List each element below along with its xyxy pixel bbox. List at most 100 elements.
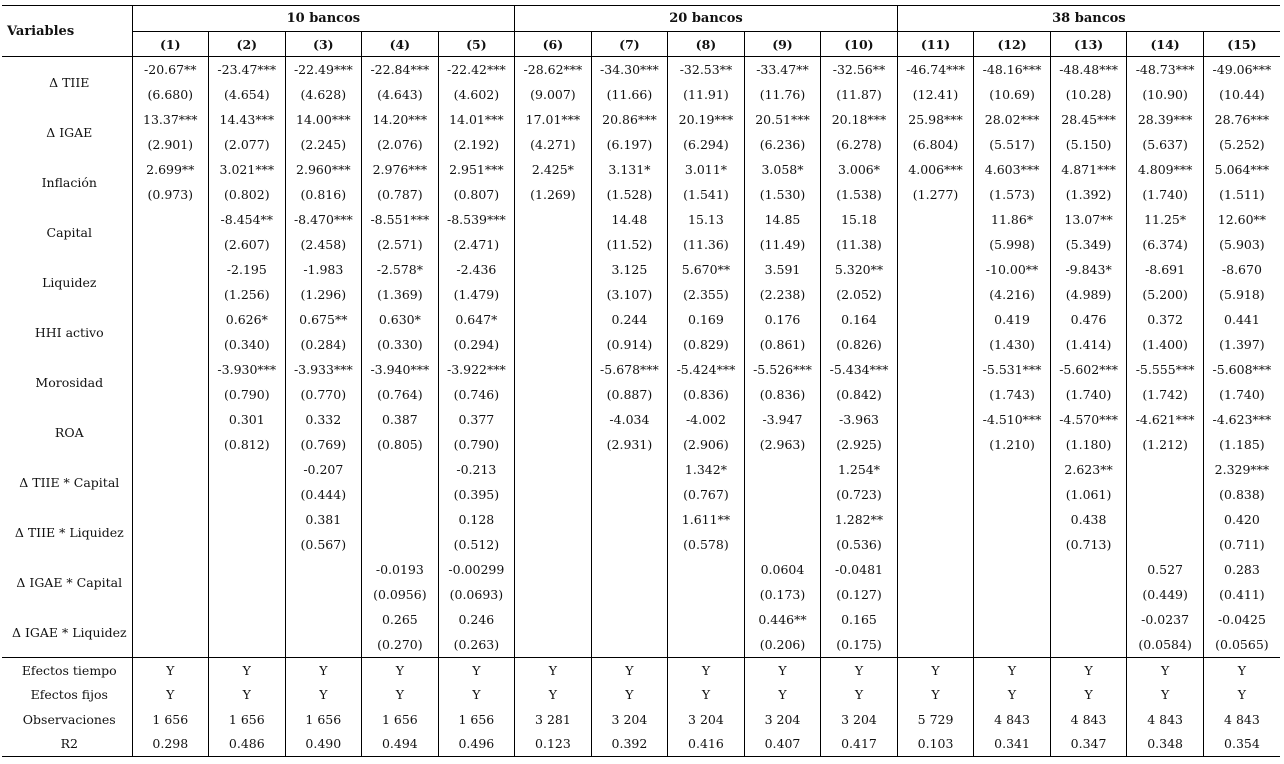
coefficient-cell: 0.675** <box>284 307 362 332</box>
coefficient-cell: -2.578* <box>361 257 439 282</box>
standard-error-cell: (0.826) <box>820 332 898 357</box>
coefficient-cell <box>514 607 592 632</box>
column-number-header: (13) <box>1049 31 1127 57</box>
coefficient-cell: -8.691 <box>1126 257 1204 282</box>
coefficient-cell: 3.131* <box>590 157 668 182</box>
coefficient-cell <box>361 457 439 482</box>
standard-error-cell: (1.061) <box>1049 482 1127 507</box>
standard-error-cell <box>514 532 592 557</box>
statistic-cell: 1 656 <box>208 707 286 732</box>
statistic-cell: Y <box>284 682 362 707</box>
coefficient-cell <box>896 457 974 482</box>
standard-error-cell: (1.369) <box>361 282 439 307</box>
coefficient-cell <box>514 307 592 332</box>
coefficient-cell: 0.164 <box>820 307 898 332</box>
standard-error-cell: (0.512) <box>437 532 515 557</box>
standard-error-cell: (1.740) <box>1202 382 1280 407</box>
coefficient-cell <box>896 557 974 582</box>
coefficient-cell: -46.74*** <box>896 56 974 82</box>
statistic-cell: Y <box>361 657 439 683</box>
standard-error-cell <box>284 632 362 658</box>
coefficient-cell: 20.51*** <box>743 107 821 132</box>
coefficient-cell: -0.213 <box>437 457 515 482</box>
standard-error-cell <box>514 232 592 257</box>
coefficient-cell: -8.670 <box>1202 257 1280 282</box>
coefficient-cell: 0.387 <box>361 407 439 432</box>
coefficient-cell <box>590 457 668 482</box>
standard-error-cell: (1.479) <box>437 282 515 307</box>
coefficient-row: Δ IGAE * Capital -0.0193 -0.00299 0.0604 -0.… <box>2 557 1280 590</box>
coefficient-cell <box>131 207 209 232</box>
coefficient-cell: -4.570*** <box>1049 407 1127 432</box>
coefficient-cell: 3.011* <box>667 157 745 182</box>
coefficient-cell: 13.37*** <box>131 107 209 132</box>
standard-error-cell: (1.538) <box>820 182 898 207</box>
coefficient-cell: 11.86* <box>973 207 1051 232</box>
coefficient-row: Δ TIIE -20.67** -23.47*** -22.49*** -22.84**… <box>2 56 1280 90</box>
column-number-header: (10) <box>820 31 898 57</box>
standard-error-cell: (1.573) <box>973 182 1051 207</box>
coefficient-cell: -8.470*** <box>284 207 362 232</box>
standard-error-cell <box>1126 532 1204 557</box>
standard-error-cell: (6.294) <box>667 132 745 157</box>
variable-name: Capital <box>46 224 93 240</box>
coefficient-cell: -3.947 <box>743 407 821 432</box>
standard-error-cell: (2.571) <box>361 232 439 257</box>
standard-error-cell: (0.764) <box>361 382 439 407</box>
standard-error-cell: (1.397) <box>1202 332 1280 357</box>
standard-error-cell: (0.536) <box>820 532 898 557</box>
coefficient-cell <box>743 457 821 482</box>
coefficient-cell <box>896 257 974 282</box>
standard-error-row: (0.270) (0.263) (0.206) (0.175) (0.0584) (0.0… <box>2 632 1280 658</box>
statistic-cell: Y <box>1202 682 1280 707</box>
variable-name: Δ IGAE * Capital <box>16 574 123 590</box>
coefficient-cell: 15.13 <box>667 207 745 232</box>
statistic-cell: Y <box>1049 682 1127 707</box>
statistic-cell: 4 843 <box>1126 707 1204 732</box>
variable-name: Δ TIIE <box>49 74 90 90</box>
standard-error-cell: (2.931) <box>590 432 668 457</box>
standard-error-cell <box>284 582 362 607</box>
standard-error-cell: (2.238) <box>743 282 821 307</box>
coefficient-cell <box>896 607 974 632</box>
column-number-header: (3) <box>284 31 362 57</box>
coefficient-cell <box>896 357 974 382</box>
statistic-cell: Y <box>743 657 821 683</box>
statistic-cell: Y <box>361 682 439 707</box>
statistic-cell: Y <box>131 657 209 683</box>
coefficient-cell: 0.527 <box>1126 557 1204 582</box>
coefficient-row: Capital -8.454** -8.470*** -8.551*** -8.539*… <box>2 207 1280 240</box>
variable-name: ROA <box>54 424 84 440</box>
statistic-cell: Y <box>973 657 1051 683</box>
standard-error-cell: (0.723) <box>820 482 898 507</box>
coefficient-cell: -48.48*** <box>1049 56 1127 82</box>
coefficient-cell: 14.01*** <box>437 107 515 132</box>
coefficient-cell: 1.611** <box>667 507 745 532</box>
coefficient-cell <box>208 457 286 482</box>
standard-error-cell: (5.252) <box>1202 132 1280 157</box>
coefficient-cell: 0.438 <box>1049 507 1127 532</box>
statistic-cell: Y <box>590 682 668 707</box>
coefficient-cell: 0.441 <box>1202 307 1280 332</box>
statistic-cell: 0.407 <box>743 731 821 757</box>
coefficient-cell <box>284 557 362 582</box>
coefficient-cell <box>131 357 209 382</box>
standard-error-cell: (0.790) <box>208 382 286 407</box>
standard-error-cell <box>131 482 209 507</box>
statistic-cell: 5 729 <box>896 707 974 732</box>
standard-error-cell: (1.277) <box>896 182 974 207</box>
standard-error-cell: (6.197) <box>590 132 668 157</box>
coefficient-cell: 20.19*** <box>667 107 745 132</box>
regression-table: Variables 10 bancos 20 bancos 38 bancos … <box>2 5 1280 757</box>
coefficient-cell: 0.165 <box>820 607 898 632</box>
standard-error-row: (0.0956) (0.0693) (0.173) (0.127) (0.449) (0.… <box>2 582 1280 607</box>
coefficient-cell: 3.021*** <box>208 157 286 182</box>
coefficient-cell: -28.62*** <box>514 56 592 82</box>
coefficient-cell: 0.169 <box>667 307 745 332</box>
column-number-header: (4) <box>361 31 439 57</box>
standard-error-cell: (0.0565) <box>1202 632 1280 658</box>
standard-error-cell: (5.349) <box>1049 232 1127 257</box>
coefficient-cell: 14.00*** <box>284 107 362 132</box>
coefficient-cell: 0.377 <box>437 407 515 432</box>
coefficient-cell: 2.329*** <box>1202 457 1280 482</box>
